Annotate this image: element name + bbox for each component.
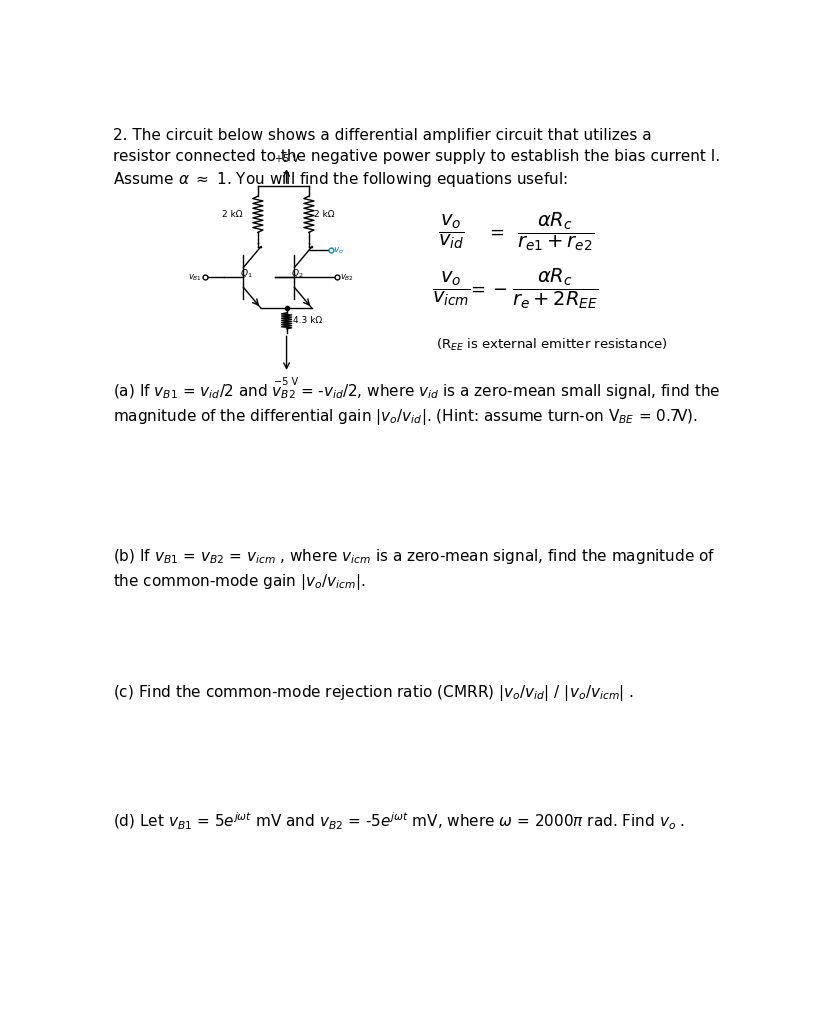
Text: $=$: $=$ [486, 222, 505, 241]
Text: $v_{B1}$: $v_{B1}$ [189, 272, 202, 283]
Text: $v_o$: $v_o$ [333, 245, 345, 256]
Text: (d) Let $v_{B1}$ = 5$e^{j\omega t}$ mV and $v_{B2}$ = -5$e^{j\omega t}$ mV, wher: (d) Let $v_{B1}$ = 5$e^{j\omega t}$ mV a… [113, 810, 685, 831]
Text: 4.3 kΩ: 4.3 kΩ [293, 316, 322, 326]
Text: (b) If $v_{B1}$ = $v_{B2}$ = $v_{icm}$ , where $v_{icm}$ is a zero-mean signal, : (b) If $v_{B1}$ = $v_{B2}$ = $v_{icm}$ ,… [113, 547, 715, 592]
Text: (R$_{EE}$ is external emitter resistance): (R$_{EE}$ is external emitter resistance… [436, 337, 667, 353]
Text: $\dfrac{\alpha R_c}{r_e + 2R_{EE}}$: $\dfrac{\alpha R_c}{r_e + 2R_{EE}}$ [512, 266, 598, 311]
Text: (a) If $v_{B1}$ = $v_{id}$/2 and $v_{B2}$ = -$v_{id}$/2, where $v_{id}$ is a zer: (a) If $v_{B1}$ = $v_{id}$/2 and $v_{B2}… [113, 382, 720, 427]
Text: −5 V: −5 V [275, 377, 298, 387]
Text: 2 kΩ: 2 kΩ [314, 210, 334, 219]
Text: $Q_2$: $Q_2$ [291, 267, 304, 280]
Text: +5 V: +5 V [275, 154, 298, 164]
Text: $\dfrac{v_o}{v_{icm}}$: $\dfrac{v_o}{v_{icm}}$ [432, 269, 471, 308]
Text: 2. The circuit below shows a differential amplifier circuit that utilizes a
resi: 2. The circuit below shows a differentia… [113, 128, 720, 189]
Text: $\dfrac{v_o}{v_{id}}$: $\dfrac{v_o}{v_{id}}$ [438, 212, 464, 251]
Text: $Q_1$: $Q_1$ [241, 267, 253, 280]
Text: (c) Find the common-mode rejection ratio (CMRR) |$v_o$/$v_{id}$| / |$v_o$/$v_{ic: (c) Find the common-mode rejection ratio… [113, 683, 634, 703]
Text: $\dfrac{\alpha R_c}{r_{e1} + r_{e2}}$: $\dfrac{\alpha R_c}{r_{e1} + r_{e2}}$ [516, 210, 594, 253]
Text: $= -$: $= -$ [467, 280, 508, 297]
Text: $v_{B2}$: $v_{B2}$ [340, 272, 354, 283]
Text: 2 kΩ: 2 kΩ [222, 210, 242, 219]
